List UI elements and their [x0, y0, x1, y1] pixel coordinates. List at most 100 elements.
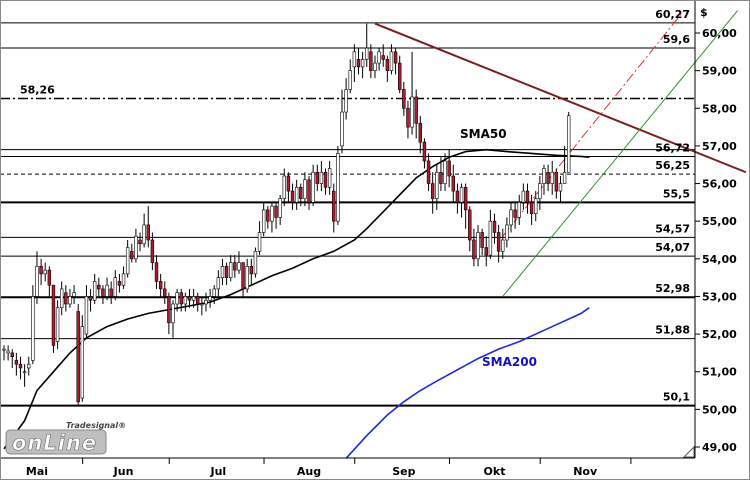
trendline-support	[502, 10, 739, 297]
candle-body	[154, 262, 159, 282]
candle-body	[138, 239, 142, 245]
level-label-3: 56,72	[655, 141, 690, 154]
candle-body	[398, 62, 402, 90]
candle-body	[435, 171, 439, 199]
candle-body	[463, 187, 468, 211]
candle-body	[327, 168, 332, 188]
candle-body	[117, 281, 122, 286]
candle-body	[92, 281, 97, 301]
candle-body	[340, 111, 344, 147]
candle-body	[233, 262, 237, 271]
candle-body	[496, 232, 501, 252]
candle-body	[97, 284, 101, 290]
candle-body	[521, 190, 526, 203]
candle-body	[196, 296, 200, 305]
x-tick-label: Okt	[484, 465, 506, 478]
level-label-1: 59,6	[663, 33, 690, 46]
currency-label: $	[700, 6, 708, 19]
candle-body	[274, 205, 278, 218]
candle-body	[534, 198, 538, 214]
candle-body	[142, 224, 146, 245]
x-tick-label: Aug	[297, 465, 321, 478]
candle-body	[187, 296, 192, 301]
candle-body	[567, 115, 571, 173]
candle-body	[443, 160, 447, 184]
candle-body	[183, 296, 188, 305]
candle-body	[299, 187, 303, 199]
candle-body	[64, 292, 68, 305]
candle-body	[303, 179, 307, 199]
level-label-7: 54,07	[655, 241, 690, 254]
candle-body	[360, 59, 365, 68]
candle-body	[529, 202, 534, 214]
candle-body	[492, 220, 497, 233]
candle-body	[348, 70, 352, 90]
level-label-6: 54,57	[655, 222, 690, 235]
candle-body	[84, 296, 89, 335]
candle-body	[101, 288, 105, 297]
candle-body	[167, 296, 171, 324]
candle-body	[336, 153, 340, 222]
candle-body	[290, 190, 295, 203]
candle-body	[365, 47, 369, 60]
candle-body	[158, 281, 163, 290]
candle-body	[80, 326, 85, 399]
candle-body	[509, 209, 513, 226]
logo-small-text: Tradesignal®	[66, 421, 126, 430]
candle-body	[72, 292, 76, 297]
candle-body	[447, 160, 451, 177]
candle-body	[484, 247, 488, 256]
price-axis: 49,00 50,00 51,00 52,00 53,00 54,00 55,00 56,00…	[695, 6, 737, 454]
candle-body	[278, 198, 282, 218]
y-tick-label: 57,00	[702, 140, 737, 153]
candle-body	[51, 284, 56, 346]
candle-body	[22, 371, 27, 374]
candle-body	[505, 224, 509, 241]
candle-body	[270, 205, 274, 222]
candle-body	[406, 107, 410, 128]
trendlines	[374, 10, 747, 297]
candle-body	[175, 292, 179, 305]
candle-body	[31, 296, 35, 361]
logo-main-text: onLine	[12, 431, 97, 455]
y-tick-label: 59,00	[702, 65, 737, 78]
y-tick-label: 56,00	[702, 178, 737, 191]
candle-body	[472, 239, 476, 260]
y-tick-label: 53,00	[702, 290, 737, 303]
candle-body	[27, 363, 31, 369]
candle-body	[538, 183, 542, 199]
candle-body	[261, 209, 266, 233]
level-label-9: 51,88	[655, 324, 690, 337]
x-tick-label: Jun	[113, 465, 134, 478]
candle-body	[68, 296, 72, 305]
candle-body	[517, 202, 521, 218]
candle-body	[393, 51, 398, 64]
candle-body	[352, 51, 357, 68]
candle-body	[332, 190, 336, 222]
candle-body	[212, 288, 216, 297]
candle-body	[439, 171, 443, 184]
candle-body	[410, 96, 414, 128]
level-label-2: 58,26	[20, 83, 55, 96]
level-label-4: 56,25	[655, 159, 690, 172]
candle-body	[389, 51, 394, 71]
candle-body	[488, 220, 493, 256]
candle-body	[422, 141, 427, 162]
candle-body	[47, 269, 52, 286]
moving-averages	[3, 148, 590, 459]
candle-body	[385, 59, 390, 71]
candle-body	[286, 175, 291, 192]
candle-body	[109, 288, 113, 297]
candle-body	[237, 262, 241, 271]
candle-body	[18, 363, 23, 369]
candle-body	[171, 303, 175, 324]
candle-body	[200, 303, 204, 306]
candle-body	[76, 311, 80, 403]
resize-corner-icon[interactable]	[682, 445, 695, 458]
candle-body	[451, 175, 455, 192]
candle-body	[43, 269, 47, 275]
y-tick-label: 55,00	[702, 215, 737, 228]
series-label-sma50: SMA50	[460, 127, 507, 141]
candle-body	[245, 266, 249, 290]
